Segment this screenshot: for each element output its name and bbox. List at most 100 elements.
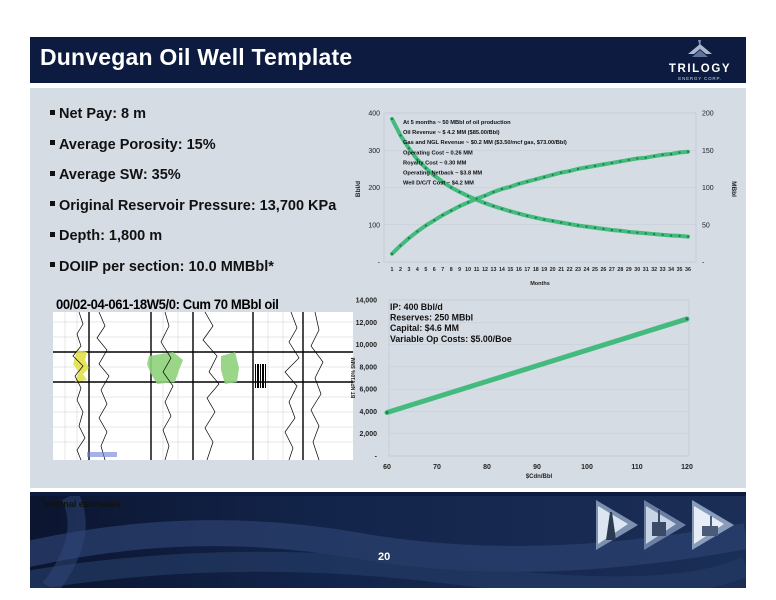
chart1-y-tick-label: 400: [368, 111, 380, 118]
chart1-x-tick-label: 18: [533, 267, 539, 273]
chart1-data-point: [534, 178, 537, 181]
chart1-data-point: [534, 216, 537, 219]
chart2-x-tick-label: 60: [383, 464, 391, 471]
chart1-x-tick-label: 15: [507, 267, 513, 273]
footnote-mark: *: [41, 498, 44, 505]
chart1-y2-ticks: 200 150 100 50 -: [702, 111, 714, 267]
chart1-y2-tick-label: -: [702, 260, 705, 267]
chart1-data-point: [669, 152, 673, 156]
title-bar: [30, 37, 746, 83]
chart2-y-tick-label: -: [375, 454, 378, 461]
log-barcode: [255, 364, 266, 388]
chart2-annotation: Variable Op Costs: $5.00/Boe: [390, 334, 512, 344]
chart1-data-point: [424, 224, 427, 227]
chart2-gridlines: [389, 299, 689, 457]
chart1-data-point: [686, 150, 690, 153]
bullet-square-icon: [50, 109, 55, 115]
chart2-y-tick-label: 4,000: [359, 409, 377, 416]
chart2-data-point: [685, 317, 689, 321]
chart1-y-tick-label: 100: [368, 222, 380, 229]
chart1-data-point: [661, 233, 664, 236]
chart1-y-ticks: 400 300 200 100 -: [368, 111, 380, 267]
chart1-data-point: [492, 190, 495, 194]
chart1-data-point: [551, 173, 554, 176]
chart2-data-point: [385, 411, 389, 414]
chart1-data-point: [602, 163, 605, 166]
chart1-x-tick-label: 13: [491, 267, 497, 273]
chart1-data-point: [492, 205, 495, 208]
bullet-item: Depth: 1,800 m: [50, 226, 336, 252]
chart2-annotation: Capital: $4.6 MM: [390, 323, 459, 333]
chart1-data-point: [526, 180, 529, 183]
bullet-square-icon: [50, 231, 55, 237]
chart2-x-tick-label: 100: [581, 464, 593, 471]
chart1-data-point: [416, 230, 419, 233]
chart1-data-point: [669, 234, 673, 237]
chart1-x-tick-label: 34: [668, 267, 674, 273]
chart1-data-point: [509, 185, 512, 188]
chart1-x-tick-label: 29: [626, 267, 632, 273]
chart2-x-tick-label: 120: [681, 464, 693, 471]
bullet-item: Original Reservoir Pressure: 13,700 KPa: [50, 196, 336, 222]
bullet-item: DOIIP per section: 10.0 MMBbl*: [50, 257, 336, 283]
chart2-y-tick-label: 8,000: [359, 364, 377, 371]
chart1-x-tick-label: 32: [651, 267, 657, 273]
trilogy-logo: TRILOGY ENERGY CORP.: [669, 40, 730, 81]
chart1-data-point: [568, 170, 571, 173]
log-yellow-fill: [73, 350, 89, 382]
chart1-series: [390, 116, 690, 256]
chart1-x-tick-label: 25: [592, 267, 598, 273]
chart1-data-point: [407, 237, 411, 240]
chart1-data-point: [441, 180, 444, 184]
chart1-x-tick-label: 24: [584, 267, 590, 273]
chart1-data-point: [619, 160, 622, 163]
chart2-series: [384, 316, 690, 416]
bullet-square-icon: [50, 140, 55, 146]
chart1-x-tick-label: 19: [541, 267, 547, 273]
chart1-data-point: [576, 167, 580, 170]
bullet-item: Average Porosity: 15%: [50, 135, 336, 161]
chart1-x-tick-label: 26: [600, 267, 606, 273]
chart1-data-point: [636, 157, 639, 160]
chart2-annotation: Reserves: 250 MBbl: [390, 313, 473, 323]
bullet-square-icon: [50, 201, 55, 207]
chart2-x-tick-label: 70: [433, 464, 441, 471]
chart1-x-tick-label: 10: [465, 267, 471, 273]
chart1-data-point: [399, 134, 402, 137]
chart1-data-point: [416, 158, 419, 161]
chart2-x-ticks: 60 70 80 90 100 110 120: [383, 464, 693, 471]
chart1-series-line: [390, 149, 690, 256]
chart2-x-tick-label: 90: [533, 464, 541, 471]
chart1-data-point: [509, 210, 512, 213]
chart2-x-tick-label: 110: [631, 464, 642, 471]
bullet-text: Net Pay: 8 m: [59, 106, 147, 122]
footer-bar: [30, 492, 746, 496]
log-green-fill-2: [221, 352, 239, 384]
chart1-data-point: [636, 231, 639, 234]
well-log-image: [53, 312, 353, 460]
chart1-annotation: Operating Cost ~ 0.26 MM: [403, 150, 473, 156]
chart1-data-point: [500, 207, 504, 210]
log-track-borders: [53, 312, 353, 460]
chart1-x-tick-label: 1: [391, 267, 394, 273]
bullet-text: Depth: 1,800 m: [59, 228, 163, 244]
chart1-data-point: [619, 229, 622, 232]
bullet-list: Net Pay: 8 m Average Porosity: 15% Avera…: [50, 104, 336, 287]
bullet-square-icon: [50, 262, 55, 268]
chart1-data-point: [627, 158, 630, 162]
chart1-y-tick-label: -: [378, 260, 381, 267]
chart1-x-tick-label: 5: [424, 267, 427, 273]
chart1-y2label: MBbl: [730, 181, 737, 197]
chart1-data-point: [678, 234, 681, 238]
chart2-plot-area: [388, 299, 690, 457]
chart1-x-tick-label: 31: [643, 267, 649, 273]
bullet-square-icon: [50, 170, 55, 176]
chart1-data-point: [458, 190, 461, 194]
pipeline-graphic: [30, 496, 746, 588]
log-curves: [72, 312, 324, 460]
chart1-data-point: [467, 194, 470, 198]
chart1-x-tick-label: 35: [677, 267, 683, 273]
chart1-annotation: Gas and NGL Revenue ~ $0.2 MM ($3.50/mcf…: [403, 140, 567, 146]
